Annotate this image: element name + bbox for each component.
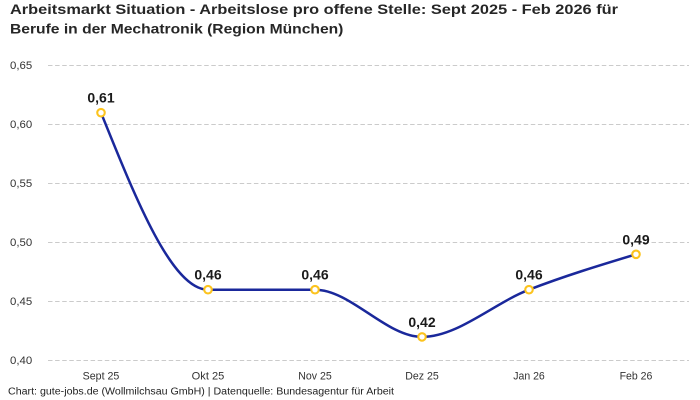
svg-text:Sept 25: Sept 25 [83, 371, 120, 383]
svg-text:Dez 25: Dez 25 [405, 371, 439, 383]
svg-text:Feb 26: Feb 26 [620, 371, 653, 383]
svg-text:0,40: 0,40 [10, 355, 32, 367]
svg-text:0,49: 0,49 [622, 231, 649, 247]
svg-text:Chart: gute-jobs.de (Wollmilch: Chart: gute-jobs.de (Wollmilchsau GmbH) … [8, 387, 394, 398]
svg-text:0,65: 0,65 [10, 60, 32, 72]
svg-text:0,46: 0,46 [194, 267, 221, 283]
svg-text:Okt 25: Okt 25 [192, 371, 225, 383]
svg-text:Jan 26: Jan 26 [513, 371, 545, 383]
svg-text:Arbeitsmarkt Situation - Arbei: Arbeitsmarkt Situation - Arbeitslose pro… [10, 1, 619, 17]
svg-text:Nov 25: Nov 25 [298, 371, 332, 383]
svg-text:0,45: 0,45 [10, 296, 32, 308]
svg-text:0,61: 0,61 [87, 90, 114, 106]
svg-text:0,50: 0,50 [10, 237, 32, 249]
svg-text:0,46: 0,46 [301, 267, 328, 283]
svg-text:0,55: 0,55 [10, 178, 32, 190]
svg-text:0,60: 0,60 [10, 119, 32, 131]
svg-text:0,42: 0,42 [408, 314, 435, 330]
svg-text:Berufe in der Mechatronik (Reg: Berufe in der Mechatronik (Region Münche… [10, 21, 343, 37]
svg-text:0,46: 0,46 [515, 267, 542, 283]
